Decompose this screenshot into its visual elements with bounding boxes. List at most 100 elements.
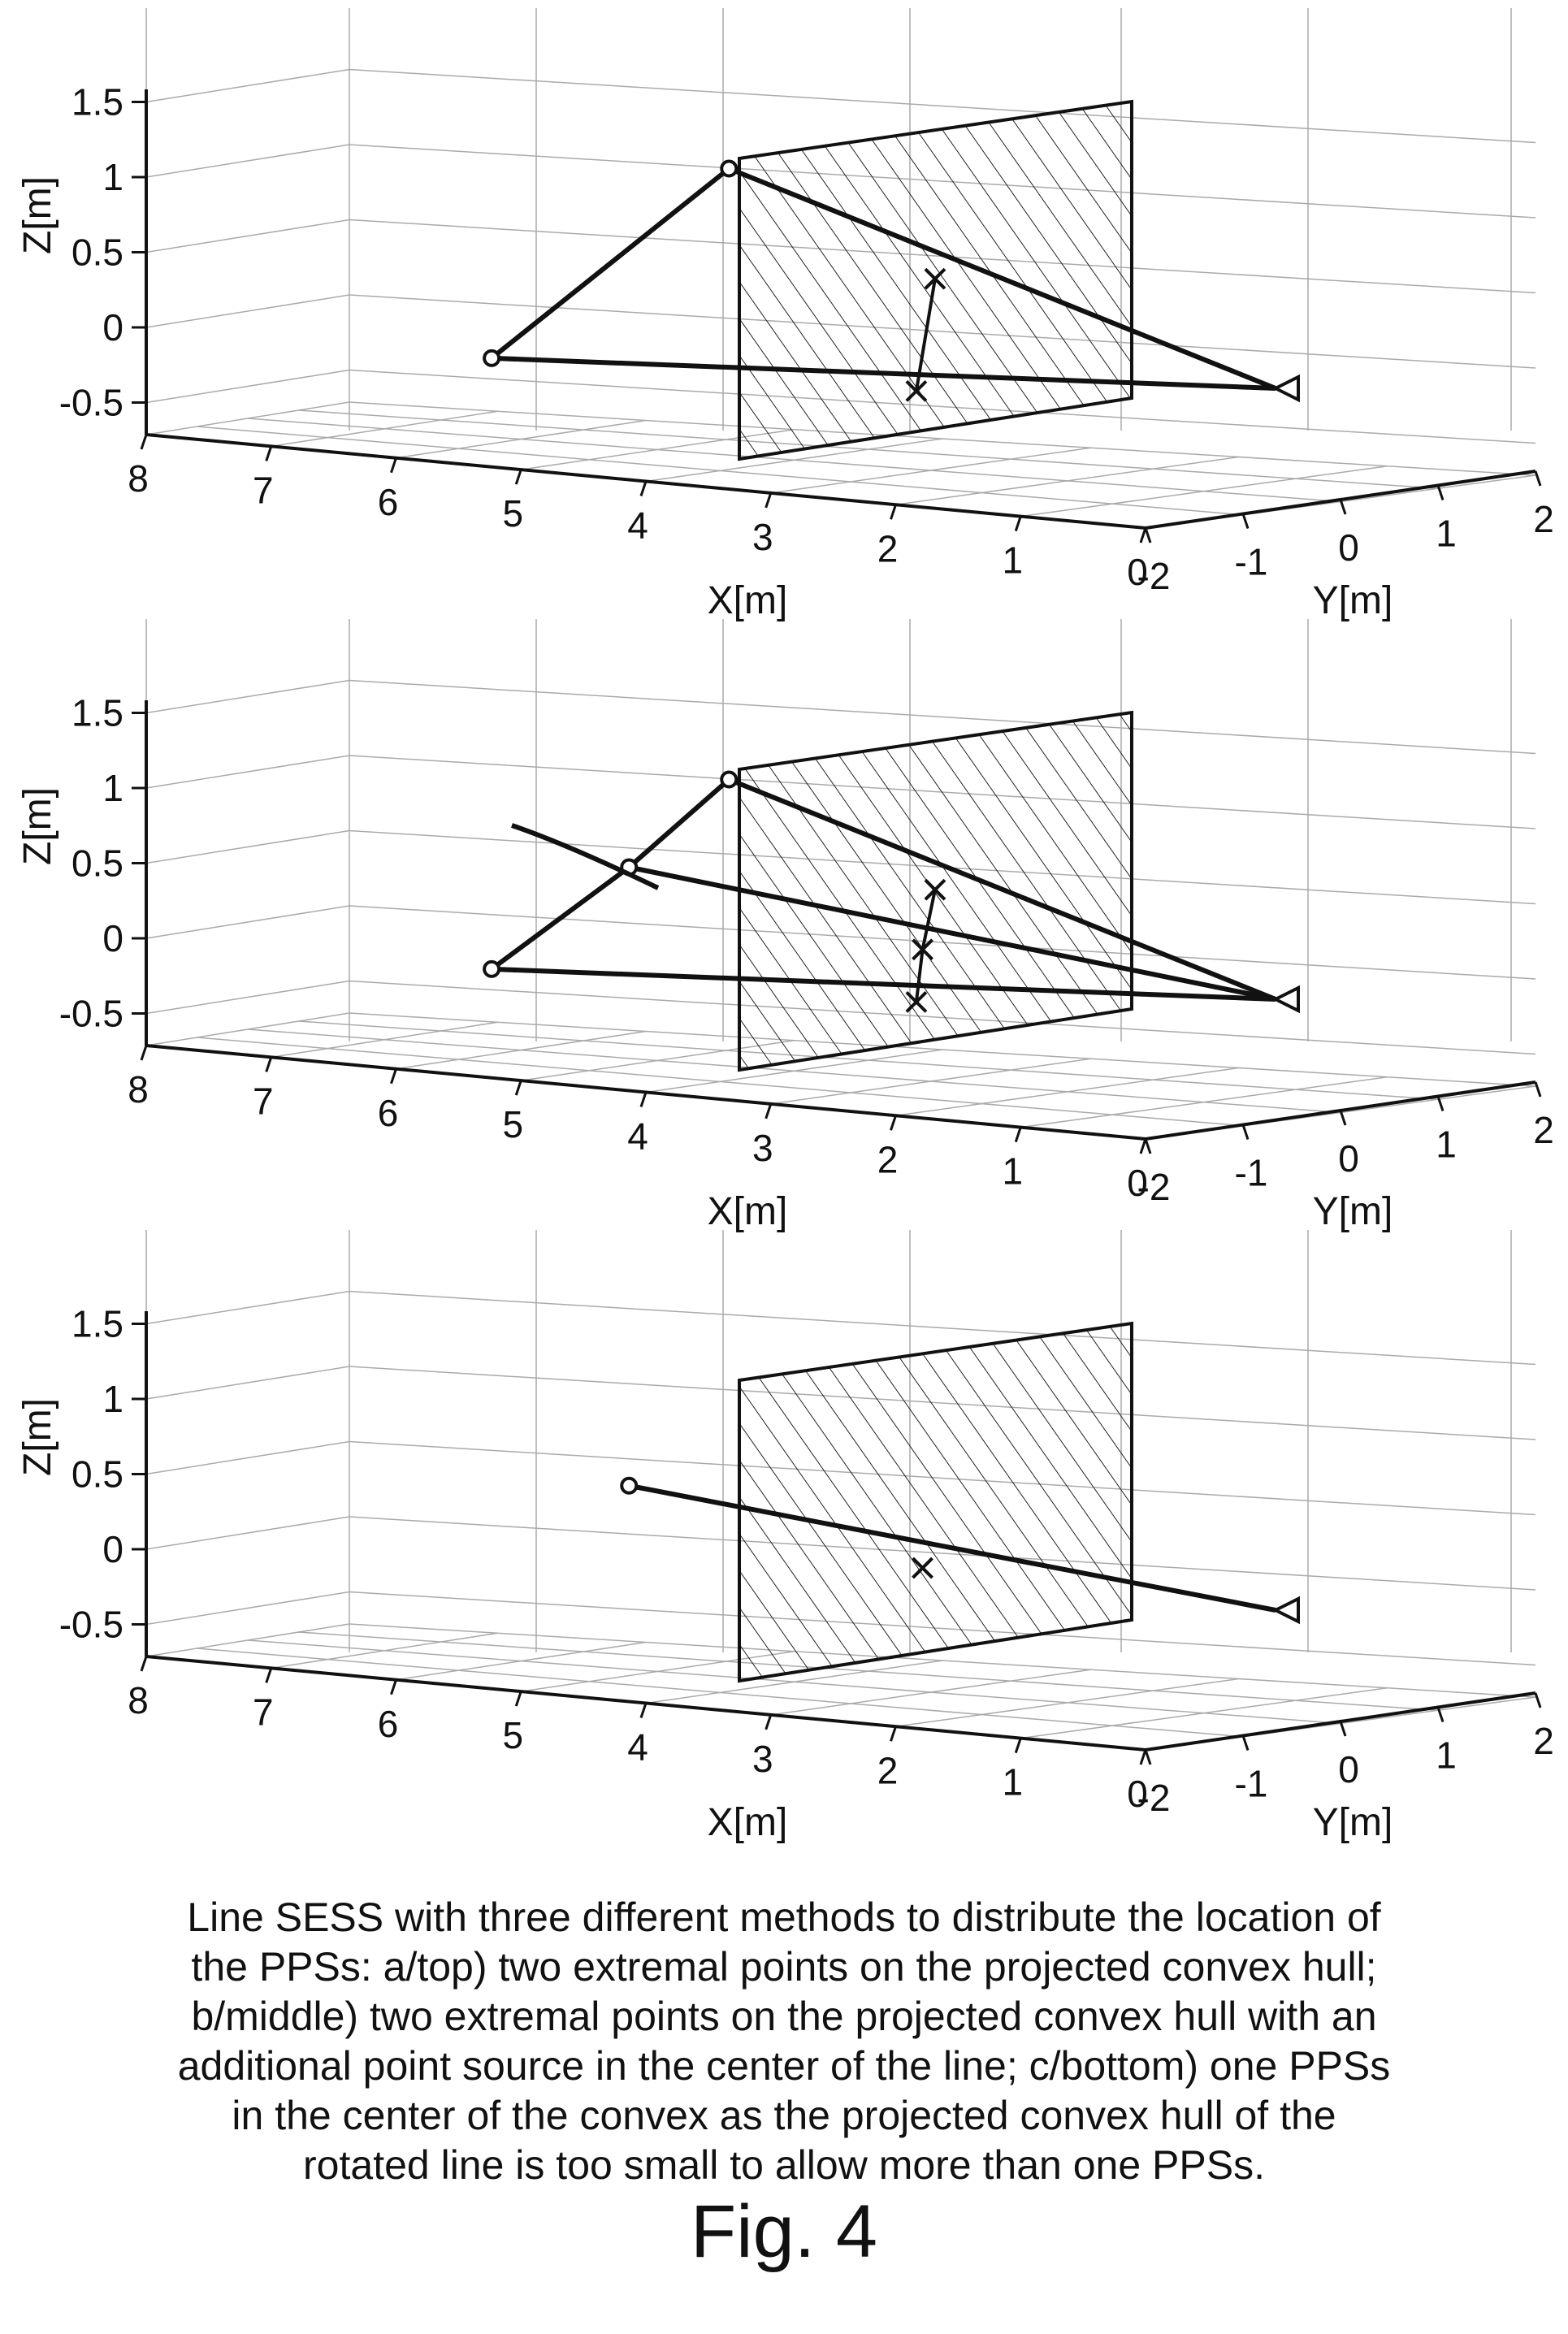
grid-z-line-left [145, 755, 350, 789]
y-tick-mark [1241, 513, 1250, 529]
caption-line-2: the PPSs: a/top) two extremal points on … [191, 1944, 1377, 1990]
sess-line-rotated [511, 823, 660, 890]
grid-z-line-back [349, 68, 1536, 144]
z-tick-label: 1 [102, 767, 123, 809]
grid-z-line-left [145, 144, 350, 178]
x-tick-mark [265, 1056, 273, 1072]
caption-line-5: in the center of the convex as the proje… [232, 2093, 1336, 2138]
pps-marker [905, 990, 928, 1013]
figure-label: Fig. 4 [690, 2190, 878, 2273]
x-tick-label: 7 [253, 1080, 274, 1122]
z-tick-label: 0 [102, 1528, 123, 1570]
x-tick-label: 4 [627, 1726, 648, 1769]
y-tick-mark [1339, 1110, 1347, 1126]
x-tick-label: 6 [378, 1703, 399, 1745]
x-tick-label: 8 [128, 1068, 149, 1111]
y-tick-mark [1534, 1081, 1542, 1098]
y-tick-label: 1 [1436, 1124, 1457, 1166]
grid-z-line-left [145, 219, 350, 253]
y-tick-label: -2 [1137, 1166, 1171, 1208]
projection-ray [628, 1483, 1276, 1613]
panel-c-bottom: 1.5 1 0.5 0 -0.5 Z[m] 8 7 6 5 4 3 2 1 0 X[m] -2 -1 0 1 2 Y[m] [16, 823, 1554, 1844]
grid-floor-line [197, 1037, 1244, 1127]
grid-floor-line [298, 409, 1439, 489]
grid-z-line-left [145, 294, 350, 328]
x-axis-label: X[m] [708, 1190, 788, 1233]
sess-line-segment [490, 865, 631, 972]
x-tick-label: 6 [378, 1092, 399, 1134]
line-point-marker [720, 770, 739, 789]
z-tick-label: -0.5 [59, 382, 123, 424]
x-tick-label: 7 [253, 1691, 274, 1733]
x-tick-label: 2 [877, 1749, 899, 1791]
x-tick-mark [765, 1103, 773, 1119]
y-tick-label: 1 [1436, 1734, 1457, 1777]
x-tick-mark [890, 1115, 897, 1131]
y-tick-mark [1241, 1124, 1250, 1140]
x-tick-mark [390, 457, 397, 474]
grid-z-line-back [349, 679, 1536, 755]
projection-ray [728, 777, 1277, 1002]
y-axis-label: Y[m] [1313, 1190, 1393, 1233]
y-tick-mark [1339, 499, 1347, 515]
x-tick-mark [765, 492, 773, 509]
grid-z-line-left [145, 68, 350, 103]
sess-line-segment [627, 777, 731, 869]
y-tick-label: -1 [1235, 1763, 1268, 1805]
pps-marker [912, 1557, 933, 1579]
caption-line-4: additional point source in the center of… [177, 2043, 1391, 2089]
y-tick-label: 0 [1338, 526, 1359, 569]
y-tick-label: 2 [1533, 1109, 1554, 1151]
x-tick-mark [765, 1714, 773, 1730]
line-point-marker [720, 159, 739, 178]
y-tick-label: 2 [1533, 498, 1554, 540]
x-tick-mark [514, 469, 522, 485]
y-tick-label: 0 [1338, 1137, 1359, 1180]
z-tick-label: 1 [102, 1378, 123, 1420]
x-tick-mark [265, 1667, 273, 1683]
z-tick-label: 1.5 [71, 1303, 123, 1345]
grid-floor-line [349, 401, 1536, 476]
panel-a-top: 1.5 1 0.5 0 -0.5 Z[m] 8 7 6 5 4 3 2 1 0 X[m] -2 -1 0 1 2 Y[m] [16, 8, 1554, 622]
y-axis-label: Y[m] [1313, 579, 1393, 622]
projection-ray [728, 166, 1277, 391]
line-point-marker [620, 1476, 639, 1495]
z-tick-label: 1.5 [71, 81, 123, 123]
x-tick-label: 2 [877, 527, 899, 569]
z-tick-label: 0.5 [71, 842, 123, 885]
caption-line-3: b/middle) two extremal points on the pro… [191, 1994, 1377, 2039]
z-tick-label: -0.5 [59, 1604, 123, 1646]
pps-connector [914, 949, 925, 1002]
x-tick-mark [1014, 516, 1022, 532]
grid-floor-line [349, 1623, 1536, 1698]
x-tick-mark [639, 1092, 648, 1107]
y-tick-mark [1534, 470, 1542, 487]
x-tick-mark [639, 1703, 648, 1718]
x-tick-label: 7 [253, 469, 274, 511]
x-tick-mark [390, 1679, 397, 1695]
grid-floor-line [298, 1020, 1439, 1100]
caption-line-1: Line SESS with three different methods t… [187, 1894, 1381, 1940]
x-tick-label: 8 [128, 1679, 149, 1721]
y-tick-label: 0 [1338, 1748, 1359, 1791]
z-axis-label: Z[m] [16, 787, 59, 865]
x-tick-label: 3 [752, 1127, 773, 1169]
x-tick-mark [265, 445, 273, 461]
x-tick-label: 0 [1127, 1773, 1148, 1815]
grid-z-line-left [145, 1516, 350, 1550]
pps-connector [914, 278, 937, 392]
x-tick-mark [514, 1080, 522, 1096]
z-tick-label: -0.5 [59, 993, 123, 1035]
z-tick-label: 0.5 [71, 232, 123, 274]
x-tick-label: 0 [1127, 551, 1148, 593]
x-tick-label: 5 [502, 492, 523, 535]
y-tick-mark [1144, 527, 1152, 543]
grid-z-line-left [145, 1591, 350, 1626]
y-tick-label: -1 [1235, 541, 1268, 583]
x-tick-label: 1 [1002, 539, 1023, 582]
x-tick-mark [514, 1691, 522, 1707]
source-marker [1271, 985, 1300, 1014]
projection-ray [492, 966, 1276, 1002]
x-tick-label: 3 [752, 1738, 773, 1780]
pps-marker [905, 379, 928, 402]
